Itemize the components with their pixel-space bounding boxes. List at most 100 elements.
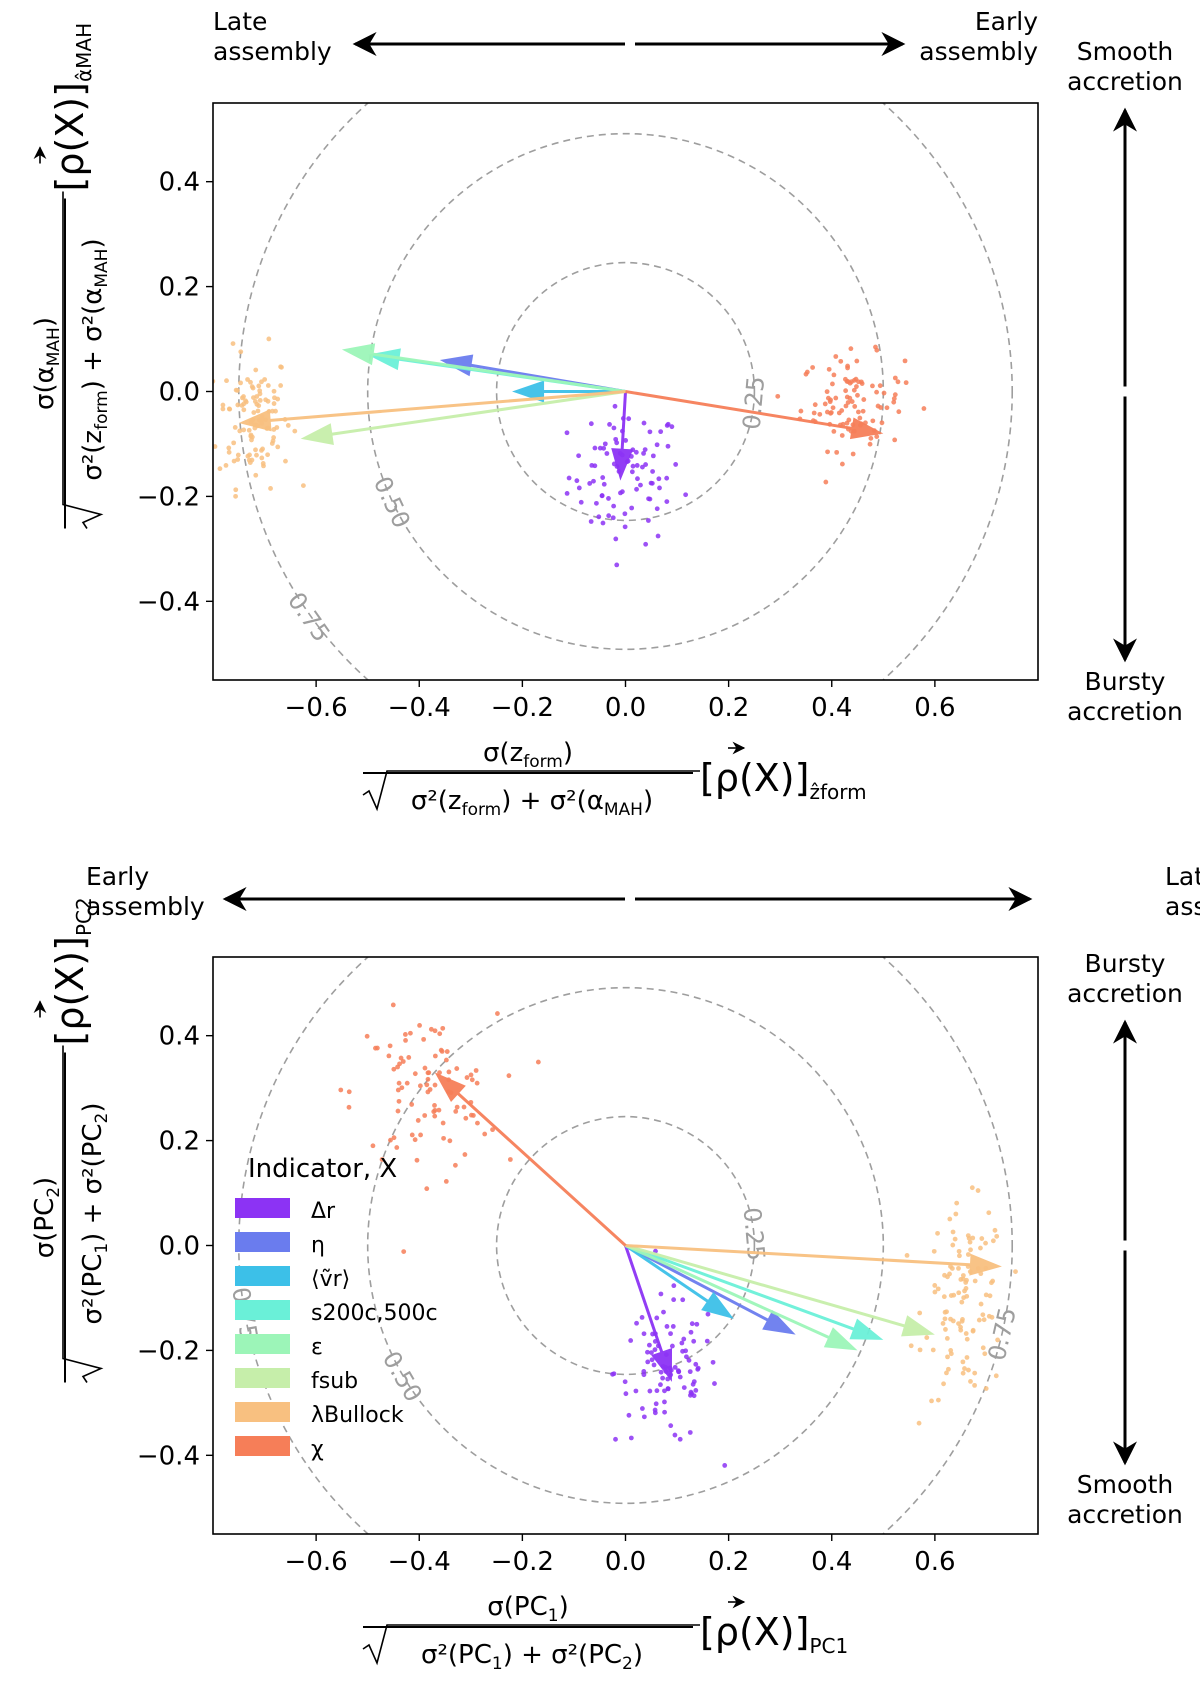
- scatter-point: [599, 493, 605, 498]
- scatter-point: [655, 533, 661, 539]
- scatter-point: [425, 1089, 431, 1095]
- scatter-point: [903, 380, 909, 386]
- scatter-point: [399, 1085, 405, 1091]
- scatter-point: [677, 1374, 683, 1380]
- scatter-point: [285, 423, 291, 428]
- scatter-point: [641, 420, 647, 426]
- scatter-point: [944, 1336, 950, 1341]
- scatter-point: [447, 1138, 453, 1144]
- scatter-point: [857, 415, 863, 421]
- x-tick-label: 0.2: [708, 1547, 749, 1577]
- scatter-point: [395, 1108, 401, 1114]
- scatter-point: [587, 481, 593, 486]
- scatter-point: [943, 1327, 948, 1332]
- scatter-point: [941, 1294, 947, 1300]
- scatter-point: [705, 1311, 711, 1317]
- scatter-point: [654, 1388, 660, 1394]
- scatter-point: [241, 427, 247, 433]
- scatter-point: [722, 1463, 728, 1468]
- scatter-point: [255, 408, 261, 414]
- frac-numerator: σ(αMAH): [30, 317, 64, 410]
- scatter-point: [664, 499, 670, 505]
- scatter-point: [224, 378, 229, 384]
- scatter-point: [968, 1247, 973, 1253]
- scatter-point: [444, 1057, 449, 1063]
- scatter-point: [870, 418, 876, 424]
- scatter-point: [679, 1340, 685, 1346]
- contour-circle-0.25: [495, 261, 756, 522]
- scatter-point: [463, 1115, 469, 1121]
- scatter-point: [904, 1252, 910, 1258]
- scatter-point: [610, 1371, 615, 1377]
- legend-swatch: [235, 1266, 290, 1286]
- scatter-point: [247, 460, 253, 466]
- scatter-point: [422, 1113, 428, 1118]
- scatter-point: [983, 1292, 989, 1298]
- scatter-point: [469, 1077, 475, 1083]
- x-axis-label: σ(PC1) σ²(PC1) + σ²(PC2) [ρ(X)]PC1: [362, 1592, 848, 1674]
- scatter-point: [641, 1331, 647, 1337]
- scatter-point: [850, 451, 856, 457]
- scatter-point: [441, 1135, 446, 1141]
- scatter-point: [439, 1049, 445, 1054]
- scatter-point: [978, 1245, 983, 1251]
- scatter-point: [839, 408, 845, 413]
- scatter-point: [961, 1295, 967, 1301]
- scatter-point: [660, 1375, 666, 1381]
- scatter-point: [986, 1210, 992, 1216]
- x-tick-label: 0.6: [914, 693, 955, 723]
- scatter-point: [657, 485, 662, 491]
- scatter-point: [990, 1278, 996, 1284]
- scatter-point: [830, 381, 835, 387]
- scatter-point: [576, 485, 582, 491]
- annotation-top-right: Early assembly: [919, 7, 1038, 66]
- scatter-point: [688, 1329, 694, 1335]
- legend-swatch: [235, 1334, 290, 1354]
- scatter-point: [683, 1348, 689, 1354]
- scatter-point: [408, 1030, 413, 1036]
- scatter-point: [994, 1233, 1000, 1239]
- scatter-point: [606, 513, 612, 519]
- scatter-point: [654, 1315, 660, 1321]
- scatter-point: [415, 1118, 421, 1123]
- scatter-point: [574, 478, 580, 484]
- scatter-point: [474, 1080, 480, 1086]
- scatter-point: [262, 377, 268, 382]
- scatter-point: [874, 389, 879, 395]
- scatter-point: [254, 452, 259, 458]
- scatter-point: [664, 475, 670, 481]
- legend-entry: η: [311, 1233, 325, 1258]
- scatter-point: [651, 1362, 657, 1368]
- scatter-point: [635, 476, 640, 482]
- scatter-point: [468, 1072, 474, 1078]
- legend-entry: fsub: [311, 1369, 358, 1394]
- scatter-point: [855, 392, 860, 398]
- scatter-point: [658, 1382, 663, 1388]
- panel-1: 0.25 0.50 0.75 0.75 −0.6 −0.4 −0.2 0.0 0.2 0.4 0.6…: [30, 7, 1183, 820]
- scatter-point: [868, 435, 874, 441]
- vector-arrow-6: [238, 390, 626, 432]
- scatter-point: [665, 1386, 671, 1391]
- scatter-point: [428, 1026, 434, 1032]
- scatter-point: [254, 394, 260, 399]
- legend-title: Indicator, X: [248, 1154, 397, 1184]
- scatter-point: [266, 336, 272, 342]
- scatter-point: [972, 1278, 978, 1284]
- scatter-point: [623, 438, 629, 443]
- vector-arrow-0: [624, 1245, 673, 1382]
- scatter-point: [654, 442, 660, 448]
- scatter-point: [642, 447, 648, 453]
- scatter-point: [691, 1393, 697, 1399]
- scatter-point: [930, 1347, 936, 1353]
- scatter-point: [822, 401, 828, 407]
- scatter-point: [964, 1355, 970, 1360]
- scatter-point: [564, 490, 570, 496]
- scatter-point: [810, 365, 816, 370]
- scatter-point: [665, 421, 671, 427]
- scatter-point: [628, 1338, 634, 1343]
- scatter-point: [346, 1104, 352, 1110]
- scatter-point: [641, 1368, 647, 1374]
- scatter-point: [947, 1216, 953, 1222]
- scatter-point: [395, 1087, 401, 1093]
